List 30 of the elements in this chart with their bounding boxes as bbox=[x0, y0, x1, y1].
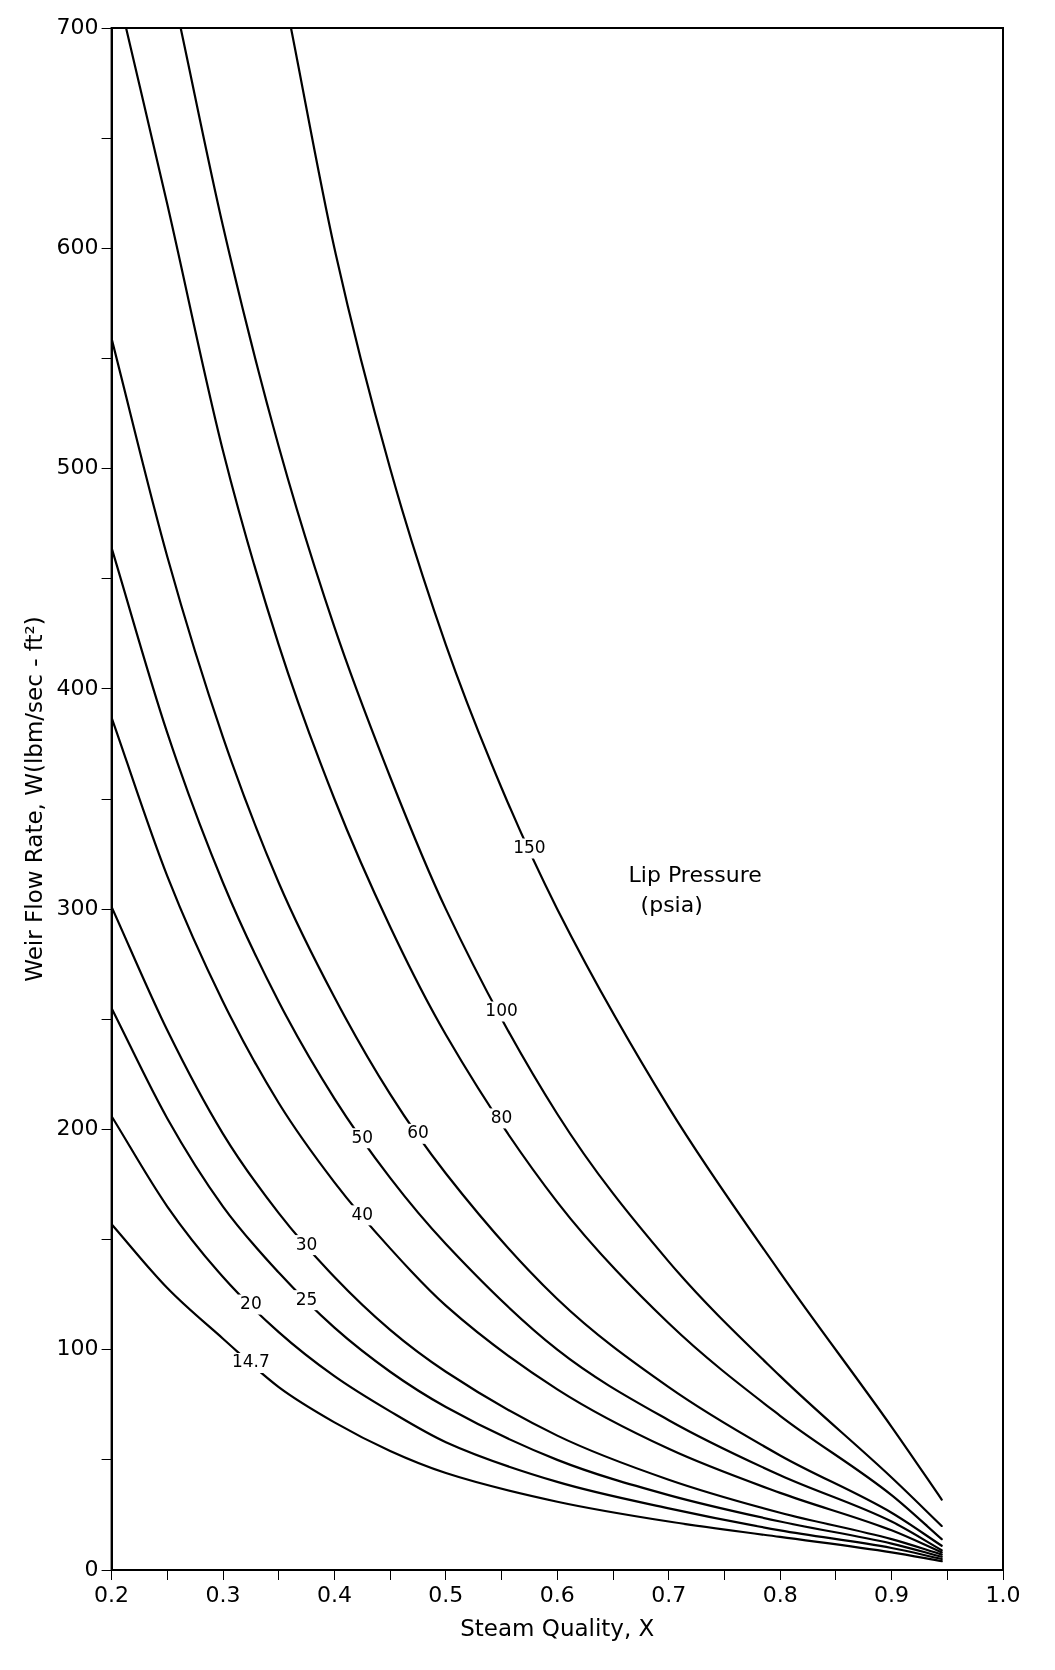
annotation: Lip Pressure (psia) bbox=[628, 861, 762, 917]
series-label: 30 bbox=[295, 1233, 318, 1254]
series-label: 150 bbox=[513, 836, 546, 857]
x-tick-label: 0.5 bbox=[428, 1581, 464, 1607]
x-tick-label: 0.7 bbox=[651, 1581, 687, 1607]
series-label: 50 bbox=[351, 1126, 374, 1147]
x-tick-label: 0.6 bbox=[539, 1581, 575, 1607]
y-tick-label: 500 bbox=[56, 454, 99, 480]
y-tick-label: 200 bbox=[56, 1115, 99, 1141]
series-label: 25 bbox=[295, 1288, 318, 1309]
y-tick-label: 700 bbox=[56, 13, 99, 39]
series-label: 100 bbox=[485, 1000, 518, 1020]
series-label: 14.7 bbox=[231, 1351, 270, 1372]
x-tick-label: 0.8 bbox=[762, 1581, 798, 1607]
x-axis-title: Steam Quality, X bbox=[460, 1615, 655, 1642]
y-tick-label: 400 bbox=[56, 674, 99, 700]
series-label: 20 bbox=[240, 1292, 262, 1313]
series-label: 80 bbox=[490, 1106, 513, 1127]
x-tick-label: 0.4 bbox=[316, 1581, 352, 1607]
y-axis-title: Weir Flow Rate, W(lbm/sec - ft²) bbox=[20, 616, 47, 982]
y-tick-label: 300 bbox=[56, 894, 99, 920]
y-tick-label: 0 bbox=[84, 1555, 99, 1581]
x-tick-label: 1.0 bbox=[985, 1581, 1021, 1607]
x-tick-label: 0.3 bbox=[205, 1581, 241, 1607]
series-label: 60 bbox=[407, 1122, 429, 1143]
series-label: 40 bbox=[351, 1203, 374, 1224]
y-tick-label: 600 bbox=[56, 234, 99, 259]
x-tick-label: 0.9 bbox=[874, 1581, 910, 1607]
y-tick-label: 100 bbox=[56, 1335, 99, 1361]
x-tick-label: 0.2 bbox=[94, 1581, 130, 1607]
